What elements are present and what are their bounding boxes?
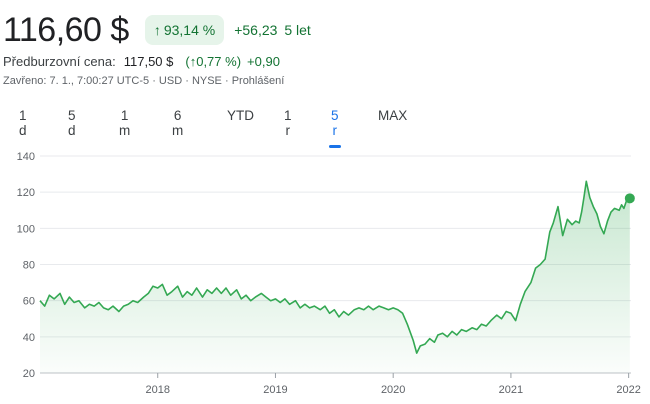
- range-tab-ytd[interactable]: YTD: [227, 108, 254, 123]
- range-tab-6m[interactable]: 6 m: [172, 108, 184, 138]
- range-tab-5d[interactable]: 5 d: [68, 108, 76, 138]
- change-period: 5 let: [284, 22, 311, 38]
- current-price-marker: [624, 193, 635, 204]
- premarket-row: Předburzovní cena: 117,50 $ (↑0,77 %) +0…: [3, 54, 280, 69]
- y-tick-label: 80: [23, 260, 35, 272]
- price-chart[interactable]: 20 40 60 80 100 120 140 2018 2019 2020 2021 2022: [0, 140, 650, 404]
- arrow-up-icon: ↑: [189, 54, 197, 69]
- premarket-percent: (↑0,77 %): [185, 54, 242, 69]
- range-tab-max[interactable]: MAX: [378, 108, 408, 123]
- x-tick-label: 2022: [616, 384, 640, 396]
- closed-time: Zavřeno: 7. 1., 7:00:27 UTC-5: [3, 75, 150, 87]
- current-price: 116,60 $: [3, 11, 129, 49]
- range-tab-1r[interactable]: 1 r: [284, 108, 292, 138]
- y-tick-label: 140: [17, 151, 35, 163]
- premarket-price: 117,50 $: [123, 54, 174, 69]
- currency: USD: [158, 75, 183, 87]
- y-axis: 20 40 60 80 100 120 140: [17, 151, 35, 380]
- premarket-percent-value: 0,77 %: [196, 54, 237, 69]
- premarket-absolute: +0,90: [247, 54, 280, 69]
- y-tick-label: 100: [17, 223, 35, 235]
- price-header: 116,60 $ ↑ 93,14 % +56,23 5 let: [0, 8, 311, 52]
- price-line: [39, 180, 631, 354]
- disclaimer-link[interactable]: Prohlášení: [231, 75, 285, 87]
- x-tick-label: 2020: [381, 384, 405, 396]
- y-tick-label: 60: [23, 296, 35, 308]
- range-tab-1m[interactable]: 1 m: [119, 108, 131, 138]
- change-percent: 93,14 %: [163, 22, 216, 38]
- premarket-label: Předburzovní cena:: [3, 54, 116, 69]
- x-tick-label: 2019: [263, 384, 287, 396]
- x-tick-label: 2018: [145, 384, 169, 396]
- price-area-fill: [40, 181, 630, 373]
- y-tick-label: 20: [23, 368, 35, 380]
- x-tick-label: 2021: [499, 384, 523, 396]
- y-tick-label: 120: [17, 187, 35, 199]
- range-tab-5r[interactable]: 5 r: [329, 104, 340, 148]
- market-status: Zavřeno: 7. 1., 7:00:27 UTC-5 · USD · NY…: [3, 75, 285, 87]
- y-tick-label: 40: [23, 332, 35, 344]
- exchange: NYSE: [191, 75, 222, 87]
- change-absolute-value: +56,23: [234, 22, 278, 38]
- change-percent-badge: ↑ 93,14 %: [144, 15, 225, 45]
- arrow-up-icon: ↑: [153, 22, 161, 38]
- change-absolute: +56,23 5 let: [234, 22, 311, 38]
- range-tab-1d[interactable]: 1 d: [19, 108, 27, 138]
- x-axis: 2018 2019 2020 2021 2022: [145, 373, 641, 396]
